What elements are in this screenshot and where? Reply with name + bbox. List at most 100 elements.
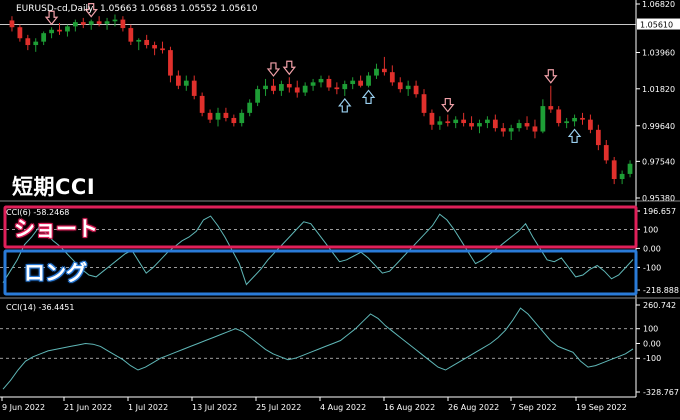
price-panel: 1.06820 1.03960 1.01820 0.99640 0.97540 0.953… — [0, 0, 680, 203]
candle-body — [595, 129, 601, 146]
cci6-tick-label: -100 — [643, 263, 661, 272]
candle-body — [492, 119, 498, 129]
down-arrow-shape — [266, 62, 281, 77]
candle-body — [532, 126, 538, 132]
candle-body — [342, 84, 348, 90]
candle-body — [152, 45, 157, 49]
chart-ohlc-values: 1.05663 1.05683 1.05552 1.05610 — [100, 4, 258, 14]
candle-body — [88, 21, 94, 25]
candle-body — [104, 21, 110, 24]
candle-body — [112, 19, 118, 22]
x-tick-label: 16 Aug 2022 — [384, 403, 435, 412]
candle-body — [477, 123, 482, 127]
x-tick-label: 26 Aug 2022 — [448, 403, 499, 412]
candle-body — [397, 82, 403, 90]
cci6-tick-label: 196.657 — [643, 207, 676, 216]
candle-body — [366, 75, 371, 86]
current-price-badge — [637, 18, 680, 30]
candle-body — [175, 75, 181, 86]
candle-body — [564, 121, 570, 124]
candle-body — [508, 128, 514, 132]
x-tick-label: 1 Jul 2022 — [128, 403, 168, 412]
candle-body — [207, 112, 213, 120]
candle-body — [231, 117, 237, 124]
candle-body — [382, 68, 387, 73]
down-arrow-icon — [44, 10, 59, 26]
candle-body — [120, 19, 126, 29]
cci6-tick-label: -218.888 — [643, 286, 679, 295]
x-tick-label: 25 Jul 2022 — [256, 403, 301, 412]
cci14-line — [2, 307, 634, 390]
candle-body — [263, 85, 268, 90]
chart-symbol-title: EURUSD-cd,Daily — [16, 4, 94, 14]
candle-body — [350, 80, 356, 85]
candle-body — [286, 84, 292, 88]
down-arrow-icon — [84, 3, 98, 18]
candle-body — [421, 94, 427, 113]
candle-body — [429, 112, 435, 125]
down-arrow-icon — [544, 69, 558, 84]
candle-body — [65, 26, 70, 32]
candle-body — [318, 78, 324, 83]
candle-body — [437, 121, 443, 125]
candle-body — [25, 38, 31, 46]
candle-body — [215, 112, 221, 120]
candle-body — [453, 119, 459, 124]
candle-body — [128, 28, 134, 42]
candle-body — [302, 85, 308, 93]
price-tick-label: 1.01820 — [642, 85, 675, 94]
cci14-panel: 260.742 100 0.00 -100 -328.767 — [0, 301, 679, 397]
down-arrow-icon — [282, 60, 297, 76]
candle-body — [183, 80, 189, 86]
candle-body — [500, 128, 506, 132]
x-tick-label: 21 Jun 2022 — [64, 403, 112, 412]
x-tick-label: 7 Sep 2022 — [511, 403, 557, 412]
cci6-tick-label: 100 — [643, 225, 658, 234]
candle-body — [144, 39, 150, 46]
candle-body — [358, 80, 363, 86]
candle-body — [9, 20, 15, 28]
candle-body — [160, 48, 165, 51]
x-tick-label: 9 Jun 2022 — [2, 403, 45, 412]
candle-body — [540, 106, 546, 132]
cci6-title: CCI(6) -58.2468 — [6, 208, 69, 217]
down-arrow-shape — [441, 97, 455, 113]
candle-body — [374, 68, 379, 76]
candle-body — [445, 121, 451, 124]
candle-body — [199, 95, 205, 113]
down-arrow-shape — [44, 10, 59, 26]
up-arrow-shape — [338, 97, 352, 113]
candle-body — [611, 160, 617, 180]
up-arrow-shape — [361, 89, 376, 105]
candle-body — [405, 85, 411, 90]
x-tick-label: 19 Sep 2022 — [576, 403, 627, 412]
cci6-tick-label: 0.00 — [643, 244, 661, 253]
x-tick-label: 4 Aug 2022 — [320, 403, 366, 412]
cci14-title: CCI(14) -36.4451 — [6, 303, 74, 312]
price-tick-label: 1.06820 — [642, 0, 675, 9]
up-arrow-icon — [338, 97, 352, 113]
candle-body — [413, 85, 419, 95]
candle-body — [485, 119, 490, 124]
candle-body — [223, 112, 229, 118]
up-arrow-shape — [567, 128, 582, 144]
cci14-tick-label: -328.767 — [643, 388, 679, 397]
down-arrow-shape — [544, 69, 558, 84]
down-arrow-icon — [441, 97, 455, 113]
candle-body — [239, 112, 245, 124]
price-tick-label: 1.03960 — [642, 49, 675, 58]
candle-body — [389, 72, 395, 83]
candle-body — [247, 102, 253, 113]
candle-body — [136, 39, 142, 42]
candle-body — [41, 33, 47, 42]
candle-body — [255, 89, 260, 103]
candle-body — [469, 123, 474, 127]
short-term-cci-label: 短期CCI — [12, 175, 96, 199]
cci14-tick-label: 100 — [643, 325, 658, 334]
candle-body — [310, 82, 316, 86]
candle-body — [461, 119, 467, 124]
candle-body — [516, 123, 522, 129]
candle-body — [603, 145, 609, 161]
